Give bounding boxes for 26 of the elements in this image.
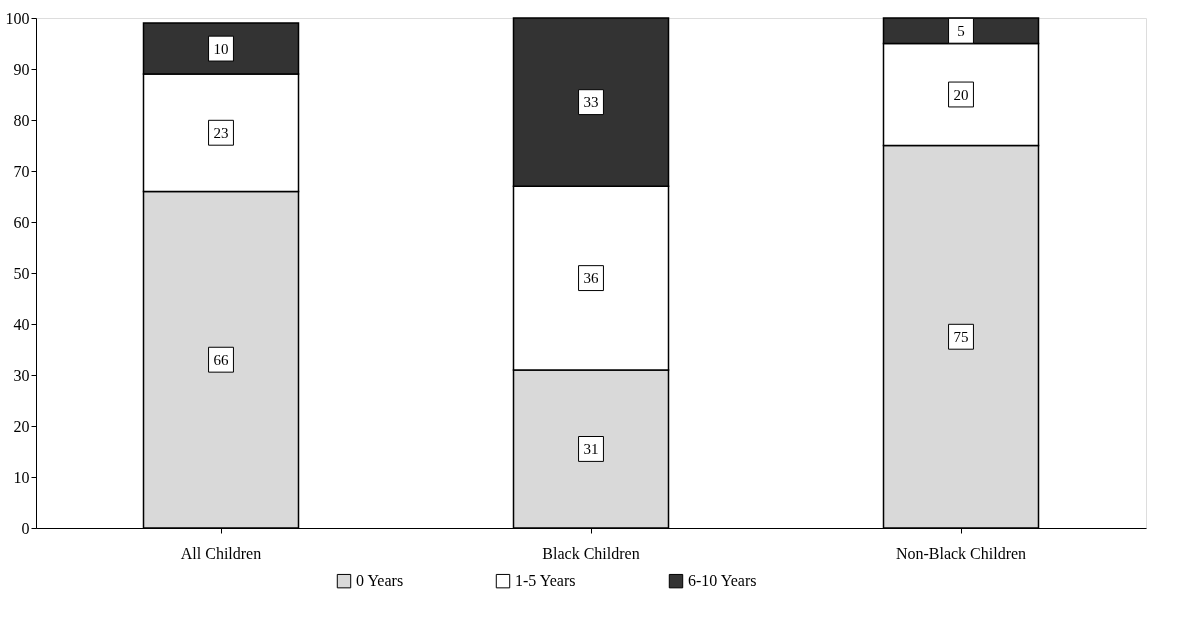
data-label: 10 — [213, 40, 229, 57]
y-tick-label: 30 — [13, 366, 30, 384]
y-tick-label: 10 — [13, 468, 30, 486]
y-tick-label: 70 — [13, 162, 30, 180]
data-label: 66 — [213, 351, 229, 368]
data-label: 20 — [953, 86, 969, 103]
data-label: 33 — [583, 94, 599, 111]
x-tick-label: All Children — [180, 544, 262, 562]
data-label: 5 — [957, 22, 965, 39]
y-tick-label: 90 — [13, 60, 30, 78]
data-label: 31 — [583, 440, 599, 457]
y-tick-label: 80 — [13, 111, 30, 129]
legend-label: 0 Years — [356, 572, 404, 590]
y-tick-label: 100 — [5, 9, 30, 27]
y-tick-label: 0 — [21, 519, 30, 537]
x-tick-label: Black Children — [542, 544, 640, 562]
y-tick-label: 50 — [13, 264, 30, 282]
legend-label: 6-10 Years — [688, 572, 757, 590]
legend-label: 1-5 Years — [515, 572, 576, 590]
data-label: 75 — [953, 328, 969, 345]
y-tick-label: 40 — [13, 315, 30, 333]
x-tick-label: Non-Black Children — [895, 544, 1027, 562]
data-label: 36 — [583, 270, 599, 287]
data-label: 23 — [213, 124, 229, 141]
y-tick-label: 60 — [13, 213, 30, 231]
y-tick-label: 20 — [13, 417, 30, 435]
